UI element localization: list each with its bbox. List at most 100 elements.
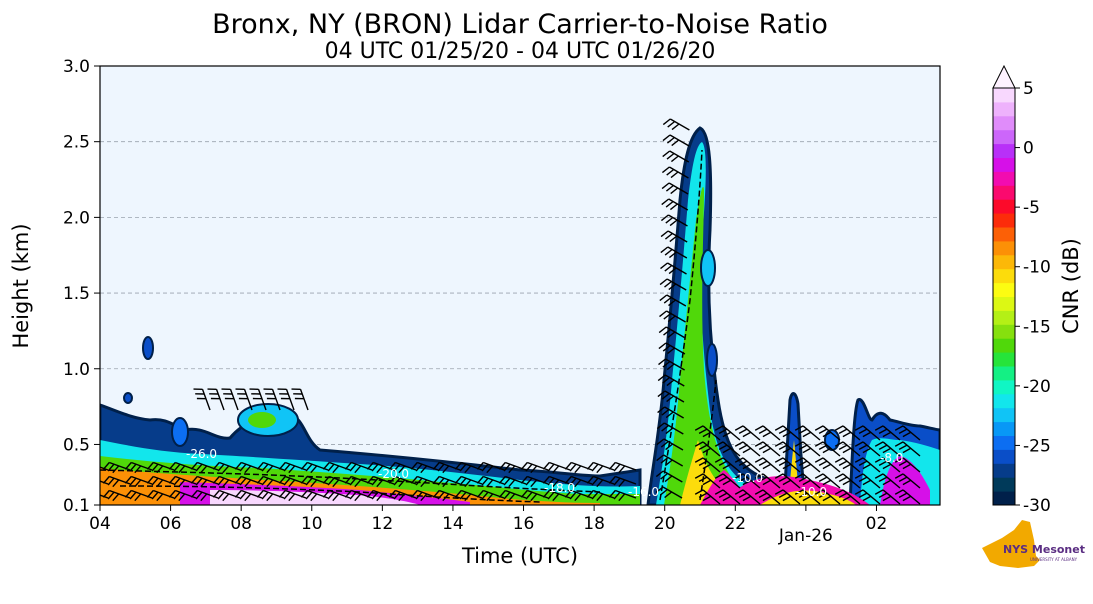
colorbar-segment: [993, 101, 1015, 117]
wind-barb: [660, 262, 687, 275]
wind-barb: [658, 326, 686, 339]
contour-label: -10.0: [796, 485, 827, 499]
wind-barb: [694, 441, 721, 457]
wind-barb: [814, 473, 841, 489]
wind-barb: [564, 461, 593, 474]
wind-barb: [322, 475, 351, 488]
cnr-layer-pink: [210, 490, 420, 505]
wind-barb: [249, 388, 267, 411]
colorbar-segment: [993, 463, 1015, 478]
wind-barb: [894, 441, 921, 457]
x-axis: 04 06 08 10 12 14 16 18 20 22 Jan-26 02: [89, 505, 887, 546]
wind-barb: [854, 441, 881, 457]
wind-barb: [854, 489, 881, 505]
colorbar-segment: [993, 227, 1015, 242]
wind-barb: [660, 246, 688, 259]
y-tick-label: 1.5: [63, 284, 90, 304]
wind-barb: [542, 461, 571, 474]
wind-barb: [814, 457, 841, 473]
wind-barb: [854, 473, 881, 489]
wind-barb: [124, 475, 153, 488]
x-tick-label: 06: [160, 514, 182, 534]
wind-barb: [476, 475, 505, 488]
wind-barb: [212, 461, 241, 474]
wind-barb: [454, 489, 483, 502]
colorbar-tick-label: -30: [1023, 496, 1051, 516]
wind-barb: [774, 473, 801, 489]
wind-barb: [834, 457, 861, 473]
wind-barb: [608, 475, 637, 488]
x-tick-label: 08: [230, 514, 252, 534]
wind-barb: [124, 489, 153, 502]
logo-text: NYS Mesonet: [1003, 543, 1085, 556]
colorbar-extend-arrow: [992, 64, 1016, 89]
x-tick-label: 18: [583, 514, 605, 534]
wind-barb: [207, 388, 225, 411]
contour-lines: [100, 149, 717, 503]
wind-barb: [432, 475, 461, 488]
wind-barb: [734, 457, 761, 473]
wind-barb: [278, 475, 307, 488]
y-tick-label: 2.0: [63, 208, 90, 228]
colorbar-segment: [993, 338, 1015, 353]
wind-barb: [366, 475, 395, 488]
colorbar-segment: [993, 435, 1015, 450]
colorbar-tick-label: -10: [1023, 258, 1051, 278]
wind-barb: [454, 461, 483, 474]
contour-label: -20.0: [378, 467, 409, 481]
wind-barb: [235, 388, 253, 411]
wind-barb: [694, 489, 721, 505]
colorbar-segment: [993, 393, 1015, 409]
wind-barb: [794, 425, 821, 441]
wind-barb: [874, 457, 901, 473]
colorbar-tick-label: 0: [1023, 139, 1034, 159]
wind-barb: [520, 461, 549, 474]
cnr-blob-small: [700, 249, 716, 287]
colorbar-segment: [993, 185, 1015, 200]
wind-barb: [520, 475, 549, 488]
wind-barb: [388, 461, 417, 474]
wind-barb: [190, 475, 219, 488]
wind-barb: [146, 475, 175, 488]
x-tick-label: 02: [866, 514, 888, 534]
wind-barb: [168, 489, 197, 502]
wind-barb: [794, 489, 821, 505]
colorbar-segment: [993, 268, 1015, 284]
colorbar-segment: [993, 254, 1015, 270]
y-tick-label: 0.5: [63, 435, 90, 455]
colorbar-tick-label: -25: [1023, 436, 1051, 456]
wind-barb: [256, 461, 285, 474]
x-tick-label: 22: [724, 514, 746, 534]
wind-barb: [410, 461, 439, 474]
y-tick-label: 3.0: [63, 57, 90, 77]
x-tick-label: 14: [442, 514, 464, 534]
plot-frame: [99, 65, 941, 506]
wind-barb: [498, 461, 527, 474]
wind-barb: [291, 388, 309, 411]
wind-barb: [894, 473, 921, 489]
wind-barb: [234, 475, 263, 488]
colorbar-segment: [993, 310, 1015, 325]
contour-label: -16.0: [628, 485, 659, 499]
wind-barb: [146, 489, 175, 502]
wind-barb: [102, 461, 131, 474]
wind-barb: [714, 425, 741, 441]
wind-barb: [874, 425, 901, 441]
wind-barb: [734, 489, 761, 505]
chart-subtitle: 04 UTC 01/25/20 - 04 UTC 01/26/20: [325, 39, 716, 64]
colorbar-frame: [992, 87, 1016, 506]
wind-barb: [834, 473, 861, 489]
wind-barb: [894, 489, 921, 505]
colorbar-segment: [993, 352, 1015, 367]
wind-barb: [564, 489, 593, 502]
wind-barb: [278, 461, 307, 474]
wind-barb: [661, 166, 689, 179]
y-tick-label: 0.1: [63, 496, 90, 516]
wind-barb: [234, 489, 263, 502]
wind-barb: [498, 489, 527, 502]
cnr-blob-small: [171, 417, 189, 447]
nys-mesonet-logo: NYS Mesonet UNIVERSITY AT ALBANY: [982, 520, 1085, 568]
wind-barb: [190, 461, 219, 474]
wind-barb: [774, 441, 801, 457]
